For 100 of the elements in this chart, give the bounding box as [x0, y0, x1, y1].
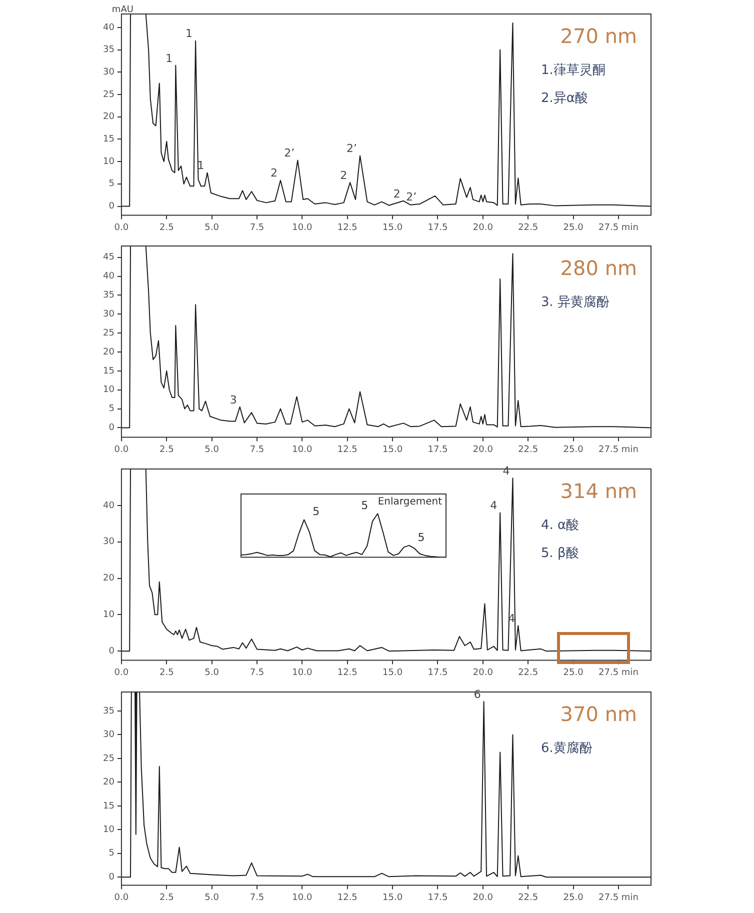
annotation: 5	[418, 530, 425, 544]
y-tick-label: 10	[103, 825, 115, 836]
annotation: 5. β酸	[541, 546, 579, 561]
annotation: 2’	[346, 142, 358, 156]
annotation: 2	[393, 187, 400, 200]
x-tick-label: 2.5	[159, 668, 174, 678]
y-tick-label: 45	[103, 252, 114, 263]
x-tick-label: 0.0	[114, 222, 129, 233]
y-tick-label: 20	[103, 112, 115, 122]
text: 270 nm	[560, 24, 637, 48]
x-tick-label: 2.5	[159, 444, 174, 455]
y-tick-label: 25	[103, 328, 114, 338]
x-tick-label: 10.0	[292, 444, 312, 455]
y-tick-label: 20	[103, 574, 115, 584]
x-tick-label: 10.0	[292, 892, 312, 903]
x-tick-label: 25.0	[563, 222, 584, 233]
annotation: 2’	[284, 146, 295, 160]
x-tick-label: 12.5	[337, 222, 358, 233]
annotation: 3	[230, 393, 237, 406]
x-tick-label: 27.5 min	[598, 892, 638, 903]
y-tick-label: 30	[103, 537, 115, 548]
x-tick-label: 20.0	[472, 222, 494, 233]
text: 280 nm	[560, 256, 637, 280]
y-tick-label: 35	[103, 290, 114, 301]
y-tick-label: 30	[103, 67, 115, 78]
annotation: 1.葎草灵酮	[541, 62, 606, 78]
x-tick-label: 27.5 min	[598, 668, 638, 678]
x-tick-label: 7.5	[250, 668, 264, 678]
x-tick-label: 12.5	[337, 892, 358, 903]
x-tick-label: 22.5	[518, 444, 538, 455]
x-tick-label: 12.5	[337, 444, 358, 455]
x-tick-label: 20.0	[472, 892, 494, 903]
x-tick-label: 22.5	[518, 892, 538, 903]
annotation: 5	[361, 498, 368, 512]
x-tick-label: 5.0	[204, 444, 220, 455]
y-tick-label: 25	[103, 754, 114, 764]
y-tick-label: 15	[103, 366, 114, 376]
text: 370 nm	[560, 702, 637, 726]
annotation: 6.黄腐酚	[541, 740, 592, 756]
x-tick-label: 17.5	[428, 444, 448, 455]
x-tick-label: 7.5	[250, 444, 264, 455]
y-tick-label: 25	[103, 90, 114, 100]
annotation: 1	[197, 159, 204, 172]
y-tick-label: 5	[108, 404, 114, 414]
y-tick-label: 15	[103, 801, 114, 812]
annotation: 2	[270, 166, 278, 180]
x-tick-label: 10.0	[292, 668, 312, 678]
chart-title: Enlargement	[378, 496, 442, 508]
y-tick-label: 0	[108, 646, 115, 656]
y-tick-label: 0	[108, 872, 115, 882]
x-tick-label: 5.0	[204, 668, 220, 678]
x-tick-label: 15.0	[382, 892, 403, 903]
x-tick-label: 7.5	[250, 222, 264, 233]
annotation: 1	[186, 27, 193, 40]
y-tick-label: 40	[103, 500, 115, 511]
x-tick-label: 22.5	[518, 222, 538, 233]
x-tick-label: 0.0	[114, 892, 129, 903]
x-tick-label: 27.5 min	[598, 222, 638, 233]
y-tick-label: 15	[103, 134, 114, 145]
x-tick-label: 10.0	[292, 222, 312, 233]
annotation: 1	[166, 52, 173, 65]
text: 314 nm	[560, 479, 637, 504]
y-tick-label: 5	[108, 179, 114, 190]
x-tick-label: 17.5	[428, 892, 448, 903]
annotation: 2	[340, 168, 348, 182]
x-tick-label: 25.0	[563, 668, 584, 678]
x-tick-label: 2.5	[159, 892, 174, 903]
y-tick-label: 30	[103, 309, 115, 320]
annotation: 5	[312, 505, 320, 518]
y-tick-label: 5	[108, 848, 114, 859]
y-tick-label: 20	[103, 347, 115, 358]
x-tick-label: 25.0	[563, 444, 584, 455]
y-tick-label: 0	[108, 423, 115, 434]
x-tick-label: 22.5	[518, 668, 538, 678]
annotation: 2.异α酸	[541, 90, 588, 106]
x-tick-label: 15.0	[382, 668, 403, 678]
x-tick-label: 5.0	[204, 222, 220, 233]
y-tick-label: 10	[103, 610, 115, 620]
y-tick-label: 30	[103, 730, 115, 740]
x-tick-label: 17.5	[428, 222, 448, 233]
y-tick-label: 35	[103, 706, 114, 716]
x-tick-label: 15.0	[382, 444, 403, 455]
y-tick-label: 10	[103, 156, 115, 167]
y-tick-label: 20	[103, 778, 115, 788]
annotation: 2’	[406, 190, 417, 204]
y-tick-label: 40	[103, 22, 115, 33]
x-tick-label: 17.5	[428, 668, 448, 678]
x-tick-label: 20.0	[472, 444, 494, 455]
x-tick-label: 12.5	[337, 668, 358, 678]
y-tick-label: 35	[103, 45, 114, 56]
x-tick-label: 25.0	[563, 892, 584, 903]
x-tick-label: 0.0	[114, 444, 129, 455]
y-tick-label: 10	[103, 385, 115, 396]
annotation: 3. 异黄腐酚	[541, 294, 610, 310]
x-tick-label: 27.5 min	[598, 444, 638, 455]
annotation: 4	[490, 499, 498, 512]
y-tick-label: 40	[103, 272, 115, 282]
x-tick-label: 5.0	[204, 892, 220, 903]
annotation: 4. α酸	[541, 518, 580, 533]
y-axis-title: mAU	[112, 4, 134, 15]
